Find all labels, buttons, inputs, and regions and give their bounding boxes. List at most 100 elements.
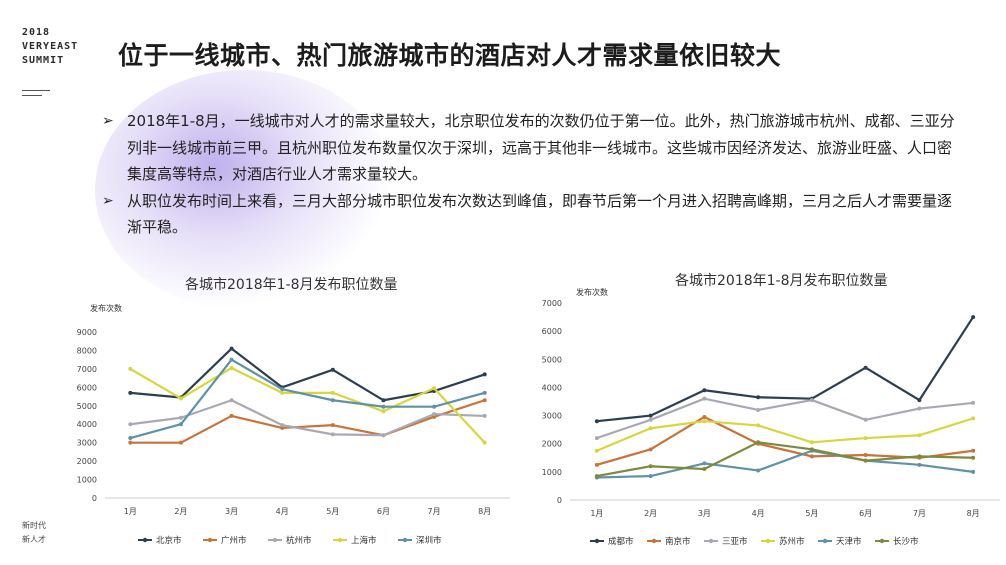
data-point [229, 398, 234, 403]
legend-entry: 三亚市 [722, 536, 748, 547]
brand-divider [22, 90, 50, 91]
data-point [594, 436, 599, 441]
data-point [702, 388, 707, 393]
data-point [809, 447, 814, 452]
data-point [756, 407, 761, 412]
data-point [330, 432, 335, 437]
data-point [330, 398, 335, 403]
x-tick-label: 4月 [276, 507, 289, 516]
y-tick-label: 1000 [542, 468, 562, 477]
data-point [863, 365, 868, 370]
data-point [128, 440, 133, 445]
legend-swatch-dot [879, 538, 885, 544]
legend-swatch-dot [402, 537, 408, 543]
x-tick-label: 2月 [174, 507, 187, 516]
data-point [178, 396, 183, 401]
data-point [280, 390, 285, 395]
data-point [702, 396, 707, 401]
data-point [594, 419, 599, 424]
legend-entry: 深圳市 [416, 535, 442, 546]
data-point [178, 422, 183, 427]
data-point [648, 464, 653, 469]
legend-swatch-dot [765, 538, 771, 544]
data-point [594, 462, 599, 467]
data-point [381, 398, 386, 403]
chart-left: 发布次数 0 1000 2000 3000 4000 5000 6000 7000 8000 900… [77, 303, 510, 546]
data-point [594, 448, 599, 453]
data-point [229, 365, 234, 370]
legend-swatch-dot [272, 537, 278, 543]
data-point [971, 469, 976, 474]
y-tick-label: 2000 [77, 457, 97, 466]
legend-entry: 苏州市 [779, 536, 805, 547]
legend-entry: 杭州市 [286, 535, 312, 546]
x-tick-label: 1月 [124, 507, 137, 516]
x-tick-label: 5月 [326, 507, 339, 516]
x-tick-label: 8月 [967, 509, 980, 518]
chart-title-left: 各城市2018年1-8月发布职位数量 [185, 277, 398, 293]
x-tick-label: 6月 [859, 509, 872, 518]
data-point [917, 433, 922, 438]
data-point [702, 461, 707, 466]
data-point [482, 372, 487, 377]
data-point [863, 458, 868, 463]
y-tick-label: 6000 [77, 383, 97, 392]
arrow-bullet-icon: ➢ [102, 113, 114, 129]
page-title: 位于一线城市、热门旅游城市的酒店对人才需求量依旧较大 [118, 41, 782, 70]
bullet-item: ➢ 2018年1-8月，一线城市对人才的需求量较大，北京职位发布的次数仍位于第一… [102, 108, 962, 188]
legend-swatch-dot [337, 537, 343, 543]
data-point [917, 462, 922, 467]
x-tick-label: 4月 [752, 509, 765, 518]
legend-entry: 上海市 [351, 535, 377, 546]
y-tick-label: 0 [92, 494, 97, 503]
data-point [702, 467, 707, 472]
y-axis-label: 发布次数 [90, 303, 122, 313]
data-point [863, 452, 868, 457]
brand-name: VERYEAST [22, 41, 79, 52]
x-tick-label: 3月 [225, 507, 238, 516]
data-point [648, 413, 653, 418]
legend-entry: 长沙市 [893, 536, 919, 547]
series-line [130, 399, 486, 444]
bullet-text: 2018年1-8月，一线城市对人才的需求量较大，北京职位发布的次数仍位于第一位。… [127, 112, 955, 183]
series-line [596, 441, 974, 478]
series-line [596, 449, 974, 479]
data-point [756, 423, 761, 428]
data-point [432, 386, 437, 391]
x-tick-label: 3月 [698, 509, 711, 518]
x-tick-label: 7月 [913, 509, 926, 518]
data-point [594, 474, 599, 479]
data-point [809, 454, 814, 459]
series-line [596, 316, 975, 423]
data-point [917, 398, 922, 403]
data-point [809, 398, 814, 403]
data-point [128, 422, 133, 427]
data-point [917, 454, 922, 459]
bullet-list: ➢ 2018年1-8月，一线城市对人才的需求量较大，北京职位发布的次数仍位于第一… [102, 108, 962, 241]
series-line [596, 417, 974, 452]
data-point [280, 387, 285, 392]
data-point [756, 468, 761, 473]
data-point [229, 413, 234, 418]
data-point [648, 426, 653, 431]
y-tick-label: 6000 [542, 327, 562, 336]
data-point [482, 413, 487, 418]
data-point [128, 390, 133, 395]
footer-corner-line2: 新人才 [22, 535, 46, 544]
y-tick-label: 7000 [77, 365, 97, 374]
data-point [381, 409, 386, 414]
data-point [381, 433, 386, 438]
data-point [432, 414, 437, 419]
y-tick-label: 1000 [77, 476, 97, 485]
data-point [971, 455, 976, 460]
data-point [280, 425, 285, 430]
data-point [330, 367, 335, 372]
data-point [863, 436, 868, 441]
y-tick-label: 3000 [77, 439, 97, 448]
x-tick-label: 7月 [428, 507, 441, 516]
data-point [702, 419, 707, 424]
y-tick-label: 3000 [542, 412, 562, 421]
data-point [432, 404, 437, 409]
x-tick-label: 8月 [478, 507, 491, 516]
y-tick-label: 5000 [542, 355, 562, 364]
